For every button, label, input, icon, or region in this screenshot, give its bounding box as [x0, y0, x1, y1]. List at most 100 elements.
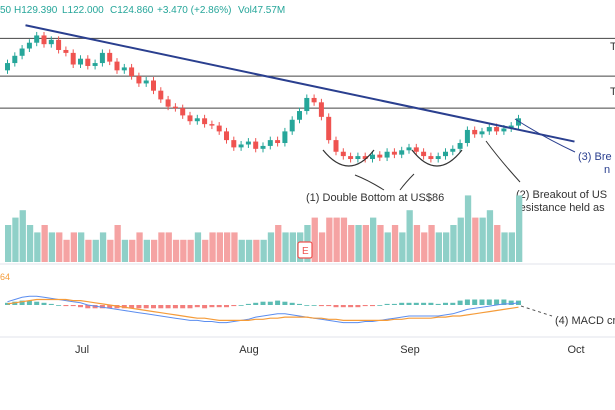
- candle-47: [348, 156, 354, 160]
- volume-bar-49: [362, 225, 369, 262]
- macd-hist-bar-40: [297, 303, 302, 305]
- candle-61: [450, 148, 456, 152]
- candle-69: [508, 125, 514, 129]
- macd-hist-bar-3: [26, 300, 32, 305]
- open-value: 50: [0, 5, 12, 16]
- candle-67: [494, 127, 500, 132]
- volume-bar-18: [136, 232, 143, 262]
- x-tick-label-jul: Jul: [75, 344, 89, 356]
- volume-bar-46: [340, 217, 348, 262]
- signal-line: [7, 298, 519, 321]
- macd-hist-bar-42: [311, 305, 317, 306]
- macd-hist-bar-47: [348, 305, 354, 308]
- macd-hist-bar-63: [464, 299, 470, 305]
- trend-break-annotation-line1: (3) Bre: [578, 151, 612, 163]
- macd-hist-bar-36: [267, 301, 273, 305]
- level-label-mid: T: [610, 86, 615, 98]
- macd-hist-bar-67: [494, 299, 500, 305]
- candle-34: [253, 141, 259, 149]
- candle-16: [121, 67, 127, 71]
- volume-bar-27: [202, 239, 209, 262]
- double-bottom-pointer-left: [354, 174, 385, 191]
- volume-bar-58: [428, 225, 435, 262]
- candle-63: [464, 129, 470, 144]
- candle-20: [151, 80, 156, 91]
- macd-hist-bar-12: [92, 305, 98, 309]
- macd-hist-bar-66: [486, 299, 492, 305]
- macd-hist-bar-60: [443, 302, 448, 305]
- candle-56: [413, 147, 419, 152]
- volume-bar-7: [56, 232, 63, 262]
- macd-hist-bar-9: [70, 305, 76, 307]
- macd-hist-bar-28: [209, 305, 215, 308]
- volume-bar-61: [450, 225, 457, 262]
- macd-hist-bar-62: [457, 300, 463, 305]
- volume-bar-32: [238, 239, 245, 262]
- macd-hist-bar-30: [224, 305, 229, 308]
- candle-2: [19, 48, 25, 56]
- candle-4: [34, 35, 40, 43]
- candle-60: [443, 151, 448, 157]
- macd-value-label: 64: [0, 272, 10, 282]
- volume-bar-38: [282, 232, 289, 262]
- macd-hist-bar-51: [377, 305, 383, 306]
- candle-32: [238, 144, 244, 148]
- candle-25: [187, 115, 193, 122]
- x-axis: Jul Aug Sep Oct: [75, 344, 585, 356]
- candle-55: [406, 147, 412, 151]
- macd-hist-bar-68: [501, 299, 507, 305]
- candle-23: [172, 106, 178, 109]
- macd-hist-bar-10: [78, 305, 83, 308]
- volume-bar-55: [406, 210, 413, 262]
- macd-hist-bar-11: [85, 305, 91, 309]
- candle-64: [472, 129, 478, 135]
- macd-pointer: [520, 305, 553, 317]
- volume-bar-48: [355, 225, 362, 262]
- macd-hist-bar-52: [384, 303, 390, 305]
- volume-bar-22: [165, 232, 172, 262]
- candle-38: [282, 131, 288, 144]
- volume-bar-5: [41, 225, 48, 262]
- macd-hist-bar-5: [41, 302, 47, 305]
- macd-hist-bar-19: [143, 305, 149, 309]
- breakout-annotation-line1: (2) Breakout of US: [516, 189, 607, 201]
- macd-hist-bar-37: [275, 300, 281, 305]
- macd-hist-bar-21: [158, 305, 164, 309]
- volume-bar-60: [443, 232, 450, 262]
- trend-break-annotation-line2: n: [604, 164, 610, 176]
- volume-bar-26: [194, 232, 202, 262]
- candle-6: [48, 39, 54, 45]
- candle-43: [318, 102, 324, 117]
- candle-5: [41, 35, 47, 45]
- volume-value: Vol47.57M: [238, 5, 285, 16]
- macd-hist-bar-46: [340, 305, 346, 308]
- volume-bar-33: [245, 239, 253, 262]
- candle-42: [311, 97, 317, 103]
- macd-hist-bar-48: [355, 305, 361, 308]
- macd-line: [7, 295, 519, 324]
- macd-hist-bar-14: [107, 305, 113, 309]
- x-tick-label-oct: Oct: [567, 344, 584, 356]
- macd-hist-bar-35: [260, 301, 266, 305]
- earnings-marker[interactable]: E: [297, 241, 313, 259]
- macd-hist-bar-41: [304, 305, 310, 306]
- volume-bar-37: [275, 225, 282, 262]
- volume-bar-31: [231, 232, 238, 262]
- macd-hist-bar-7: [56, 305, 62, 306]
- volume-bar-65: [479, 217, 486, 262]
- support-resistance-lines: [0, 37, 615, 109]
- macd-hist-bar-57: [421, 302, 427, 305]
- volume-bar-28: [209, 232, 216, 262]
- volume-bar-34: [253, 239, 260, 262]
- volume-bar-17: [129, 239, 136, 262]
- macd-hist-bar-39: [289, 302, 295, 305]
- volume-bar-69: [508, 232, 515, 262]
- macd-hist-bar-31: [231, 305, 237, 307]
- breakout-pointer: [485, 140, 521, 183]
- volume-bar-57: [421, 232, 428, 262]
- volume-bar-64: [472, 217, 479, 262]
- macd-hist-bar-32: [238, 305, 244, 306]
- candle-50: [370, 154, 375, 160]
- candle-65: [479, 131, 485, 135]
- volume-bar-4: [34, 232, 41, 262]
